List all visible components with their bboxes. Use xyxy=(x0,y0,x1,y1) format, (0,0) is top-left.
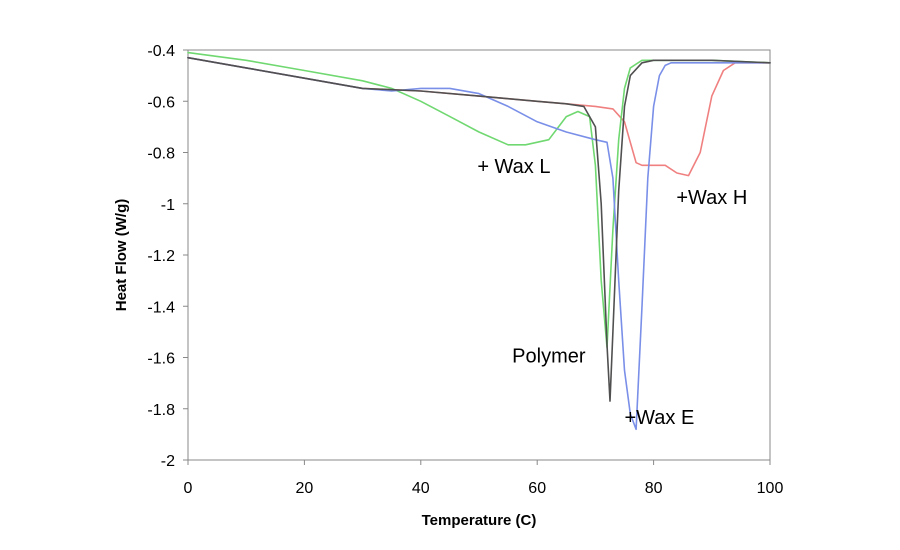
y-axis-ticks: -2 -1.8 -1.6 -1.4 -1.2 -1 -0.8 -0.6 -0.4 xyxy=(147,43,188,470)
y-axis-title: Heat Flow (W/g) xyxy=(113,199,130,312)
annotation-layer: + Wax L +Wax H Polymer +Wax E xyxy=(477,156,747,429)
y-tick-label: -0.8 xyxy=(147,146,175,163)
y-tick-label: -0.4 xyxy=(147,43,175,60)
x-tick-label: 20 xyxy=(296,480,314,497)
x-tick-label: 80 xyxy=(645,480,663,497)
y-tick-label: -1 xyxy=(161,197,175,214)
annotation-wax-l: + Wax L xyxy=(477,156,550,178)
y-tick-label: -1.8 xyxy=(147,402,175,419)
x-axis-title: Temperature (C) xyxy=(422,512,537,529)
annotation-wax-h: +Wax H xyxy=(676,187,747,209)
annotation-wax-e: +Wax E xyxy=(624,407,694,429)
y-tick-label: -1.6 xyxy=(147,351,175,368)
x-tick-label: 0 xyxy=(184,480,193,497)
y-tick-label: -0.6 xyxy=(147,94,175,111)
plot-area-border xyxy=(187,49,771,461)
series-layer xyxy=(187,51,771,431)
annotation-polymer: Polymer xyxy=(512,346,586,368)
y-tick-label: -2 xyxy=(161,453,175,470)
series-line-wax-e xyxy=(187,56,771,431)
series-line-polymer xyxy=(187,56,771,402)
x-tick-label: 100 xyxy=(757,480,784,497)
y-tick-label: -1.2 xyxy=(147,248,175,265)
x-tick-label: 60 xyxy=(528,480,546,497)
x-tick-label: 40 xyxy=(412,480,430,497)
x-axis-ticks: 0 20 40 60 80 100 xyxy=(184,460,784,497)
y-tick-label: -1.4 xyxy=(147,299,175,316)
